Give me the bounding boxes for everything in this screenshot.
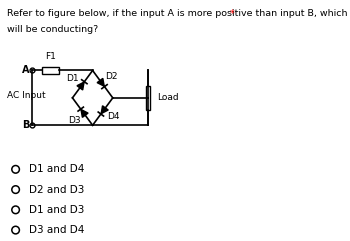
Text: will be conducting?: will be conducting? [7,25,99,34]
Text: B: B [22,120,29,130]
Text: AC Input: AC Input [7,91,46,100]
Polygon shape [81,109,88,117]
Text: D1: D1 [66,74,79,83]
Text: D3: D3 [68,116,80,125]
Polygon shape [101,106,108,114]
Text: A: A [22,66,29,75]
Text: D4: D4 [107,112,120,121]
Text: *: * [230,8,235,19]
Bar [42,67,60,74]
Text: D2: D2 [105,72,118,81]
Text: F1: F1 [45,53,56,61]
Text: Refer to figure below, if the input A is more positive than input B, which diode: Refer to figure below, if the input A is… [7,8,350,18]
Bar [146,86,150,110]
Text: D1 and D4: D1 and D4 [29,164,84,174]
Text: D3 and D4: D3 and D4 [29,225,84,235]
Polygon shape [97,78,104,86]
Text: D1 and D3: D1 and D3 [29,205,84,215]
Text: D2 and D3: D2 and D3 [29,185,84,194]
Polygon shape [77,82,84,90]
Text: Load: Load [157,93,179,102]
